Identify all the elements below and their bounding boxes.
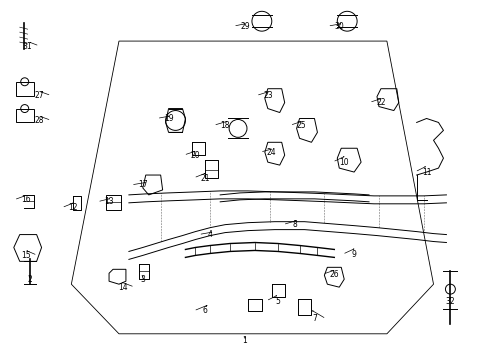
Text: 17: 17: [138, 180, 147, 189]
Text: 24: 24: [266, 148, 276, 157]
Text: 6: 6: [203, 306, 207, 315]
Text: 23: 23: [263, 91, 272, 100]
Text: 29: 29: [240, 22, 249, 31]
Text: 7: 7: [311, 314, 316, 323]
Text: 19: 19: [163, 114, 173, 123]
Text: 12: 12: [68, 203, 78, 212]
Text: 27: 27: [35, 91, 44, 100]
Text: 13: 13: [104, 197, 114, 206]
Bar: [16, 82, 34, 96]
Text: 28: 28: [35, 116, 44, 125]
Text: 1: 1: [242, 336, 247, 345]
Text: 11: 11: [421, 167, 430, 176]
Text: 22: 22: [375, 98, 385, 107]
Text: 30: 30: [334, 22, 344, 31]
Text: 25: 25: [296, 121, 306, 130]
Text: 15: 15: [21, 251, 30, 260]
Text: 10: 10: [339, 158, 348, 167]
Text: 8: 8: [292, 220, 296, 229]
Text: 2: 2: [27, 275, 32, 284]
Text: 20: 20: [190, 151, 200, 160]
Text: 16: 16: [21, 195, 30, 204]
Text: 9: 9: [351, 250, 356, 259]
Text: 5: 5: [275, 297, 280, 306]
Text: 21: 21: [200, 174, 210, 183]
Text: 14: 14: [118, 283, 127, 292]
Text: 31: 31: [23, 41, 32, 50]
Text: 18: 18: [220, 121, 229, 130]
Text: 32: 32: [445, 297, 454, 306]
Text: 3: 3: [140, 275, 145, 284]
Text: 4: 4: [207, 230, 212, 239]
Bar: [16, 109, 34, 122]
Text: 26: 26: [329, 270, 338, 279]
